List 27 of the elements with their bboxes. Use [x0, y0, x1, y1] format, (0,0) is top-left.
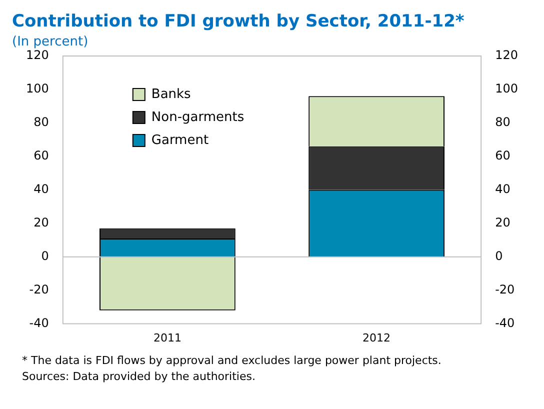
y2-tick-label: -20 — [495, 282, 515, 296]
y2-tick-label: 100 — [495, 82, 518, 96]
y-tick-label: 120 — [26, 48, 49, 62]
chart-subtitle: (In percent) — [12, 34, 88, 50]
y2-tick-label: -40 — [495, 316, 515, 330]
y-tick-label: 40 — [34, 182, 49, 196]
y2-tick-label: 120 — [495, 48, 518, 62]
chart-title: Contribution to FDI growth by Sector, 2011-12* — [12, 12, 464, 32]
x-tick-label: 2011 — [153, 331, 182, 344]
y2-tick-label: 60 — [495, 148, 510, 163]
y-tick-label: 80 — [34, 115, 49, 130]
y2-tick-label: 20 — [495, 216, 510, 230]
y-tick-label: 20 — [34, 216, 49, 230]
legend-label: Non-garments — [151, 110, 244, 125]
legend-label: Garment — [151, 132, 209, 148]
y2-tick-label: 80 — [495, 115, 510, 130]
text: * The data is FDI flows by approval and excludes large power plant projects. — [22, 353, 442, 369]
y-tick-label: -40 — [29, 316, 49, 330]
y-tick-label: 60 — [34, 148, 49, 163]
x-tick-label: 2012 — [362, 331, 391, 344]
source-note: Sources: Data provided by the authorities. — [22, 369, 256, 385]
y2-tick-label: 0 — [495, 248, 503, 263]
legend-label: Banks — [151, 86, 192, 102]
y2-tick-label: 40 — [495, 182, 510, 196]
y-tick-label: -20 — [29, 282, 49, 296]
y-tick-label: 0 — [41, 248, 49, 263]
y-tick-label: 100 — [26, 82, 49, 96]
